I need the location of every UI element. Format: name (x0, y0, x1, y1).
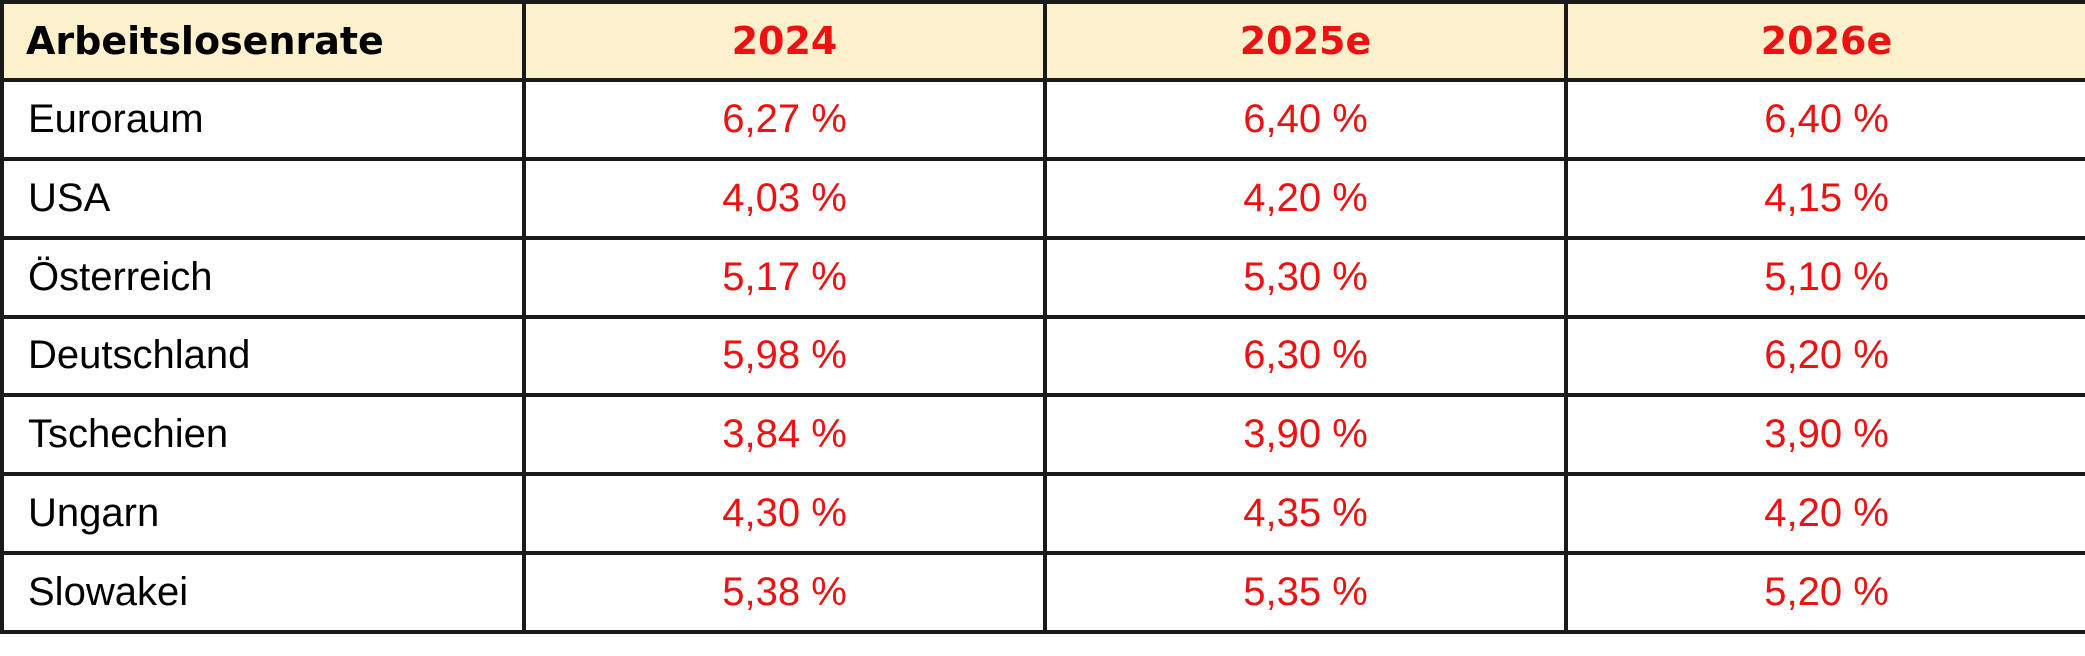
table-row: Slowakei 5,38 % 5,35 % 5,20 % (0, 551, 2085, 634)
value-cell: 3,90 % (1564, 393, 2085, 477)
corner-header-label: Arbeitslosenrate (0, 0, 526, 82)
country-cell: Österreich (0, 235, 526, 319)
unemployment-rate-table: Arbeitslosenrate 2024 2025e 2026e Eurora… (0, 0, 2085, 634)
value-cell: 4,30 % (522, 472, 1047, 556)
country-cell: Deutschland (0, 314, 526, 398)
year-header-2026e: 2026e (1564, 0, 2085, 82)
value-cell: 6,27 % (522, 78, 1047, 161)
unemployment-table-container: Arbeitslosenrate 2024 2025e 2026e Eurora… (0, 0, 2085, 634)
value-cell: 3,84 % (522, 393, 1047, 477)
value-cell: 4,15 % (1564, 156, 2085, 240)
value-cell: 5,30 % (1043, 235, 1568, 319)
table-header-row: Arbeitslosenrate 2024 2025e 2026e (0, 0, 2085, 82)
value-cell: 6,20 % (1564, 314, 2085, 398)
year-header-2025e: 2025e (1043, 0, 1568, 82)
value-cell: 4,03 % (522, 156, 1047, 240)
table-row: USA 4,03 % 4,20 % 4,15 % (0, 156, 2085, 240)
value-cell: 6,40 % (1043, 78, 1568, 161)
value-cell: 6,40 % (1564, 78, 2085, 161)
table-row: Tschechien 3,84 % 3,90 % 3,90 % (0, 393, 2085, 477)
value-cell: 5,20 % (1564, 551, 2085, 634)
value-cell: 5,38 % (522, 551, 1047, 634)
country-cell: Euroraum (0, 78, 526, 161)
year-header-2024: 2024 (522, 0, 1047, 82)
value-cell: 6,30 % (1043, 314, 1568, 398)
value-cell: 4,35 % (1043, 472, 1568, 556)
table-row: Euroraum 6,27 % 6,40 % 6,40 % (0, 78, 2085, 161)
table-row: Deutschland 5,98 % 6,30 % 6,20 % (0, 314, 2085, 398)
table-row: Österreich 5,17 % 5,30 % 5,10 % (0, 235, 2085, 319)
value-cell: 5,17 % (522, 235, 1047, 319)
value-cell: 4,20 % (1564, 472, 2085, 556)
table-row: Ungarn 4,30 % 4,35 % 4,20 % (0, 472, 2085, 556)
country-cell: USA (0, 156, 526, 240)
value-cell: 5,35 % (1043, 551, 1568, 634)
country-cell: Ungarn (0, 472, 526, 556)
country-cell: Tschechien (0, 393, 526, 477)
country-cell: Slowakei (0, 551, 526, 634)
value-cell: 5,98 % (522, 314, 1047, 398)
value-cell: 3,90 % (1043, 393, 1568, 477)
value-cell: 4,20 % (1043, 156, 1568, 240)
value-cell: 5,10 % (1564, 235, 2085, 319)
